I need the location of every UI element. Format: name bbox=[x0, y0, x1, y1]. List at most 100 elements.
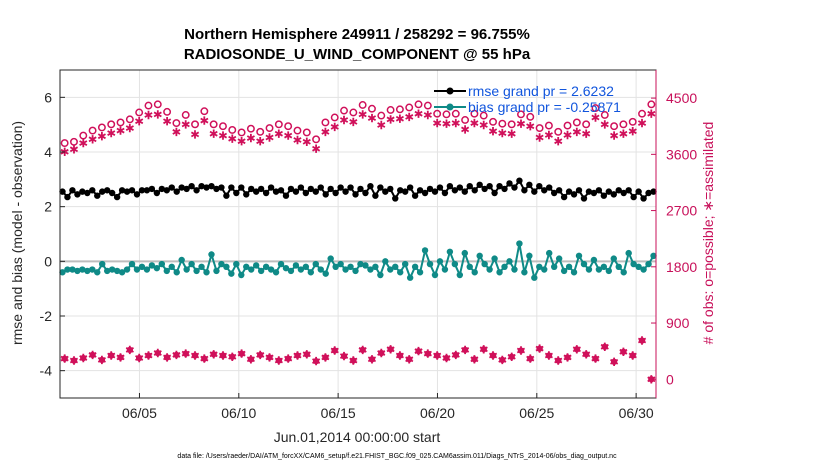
rmse-point bbox=[248, 185, 255, 193]
obs-possible-point bbox=[517, 110, 525, 119]
bias-point bbox=[218, 260, 225, 268]
bias-point bbox=[208, 251, 215, 258]
rmse-point bbox=[392, 195, 399, 202]
bias-point bbox=[153, 264, 161, 272]
bias-point bbox=[123, 266, 131, 273]
rmse-point bbox=[297, 184, 305, 191]
rmse-point bbox=[89, 187, 96, 194]
tick-layer: 06/05 06/10 06/15 06/20 06/25 06/30 -4 -2 0 2 4 6 0 9… bbox=[40, 70, 697, 421]
obs-assimilated-point bbox=[312, 144, 321, 153]
rmse-point bbox=[99, 188, 106, 195]
rmse-point bbox=[491, 189, 498, 197]
bias-point bbox=[377, 271, 384, 279]
rmse-point bbox=[625, 187, 632, 194]
obs-other-star bbox=[107, 351, 116, 360]
bias-point bbox=[416, 269, 424, 276]
bias-point bbox=[277, 260, 285, 268]
rmse-point bbox=[516, 177, 523, 184]
rmse-point bbox=[431, 188, 439, 195]
bias-point bbox=[133, 266, 141, 273]
rmse-point bbox=[287, 185, 295, 193]
bias-point bbox=[491, 255, 498, 262]
obs-other-star bbox=[116, 353, 125, 362]
bias-point bbox=[382, 258, 389, 265]
bias-point bbox=[118, 269, 126, 276]
rmse-point bbox=[307, 185, 315, 193]
obs-assimilated-point bbox=[144, 110, 153, 120]
obs-other-star bbox=[97, 355, 106, 365]
rmse-point bbox=[302, 189, 310, 197]
obs-other-star bbox=[79, 353, 88, 363]
rmse-point bbox=[555, 187, 563, 194]
rmse-point bbox=[79, 188, 86, 195]
obs-possible-point bbox=[209, 120, 218, 129]
bias-point bbox=[406, 274, 414, 281]
bias-point bbox=[282, 264, 290, 272]
rmse-point bbox=[590, 189, 598, 197]
y-tick-label-right: 1800 bbox=[666, 259, 697, 275]
obs-possible-point bbox=[135, 108, 144, 117]
obs-other-star bbox=[628, 351, 637, 360]
bias-point bbox=[511, 266, 518, 273]
rmse-point bbox=[397, 187, 404, 194]
bias-point bbox=[173, 269, 180, 276]
obs-other-star bbox=[377, 348, 386, 358]
obs-possible-point bbox=[563, 121, 572, 130]
rmse-point bbox=[64, 193, 71, 201]
rmse-point bbox=[59, 188, 66, 195]
obs-possible-point bbox=[507, 120, 516, 129]
bias-point bbox=[267, 266, 275, 273]
obs-assimilated-point bbox=[135, 117, 144, 126]
obs-possible-point bbox=[79, 131, 88, 140]
obs-assimilated-point bbox=[479, 120, 488, 130]
obs-possible-point bbox=[144, 101, 153, 110]
obs-other-star bbox=[600, 342, 609, 351]
bias-point bbox=[357, 260, 364, 268]
bias-point bbox=[103, 267, 111, 275]
bias-point bbox=[252, 262, 260, 269]
obs-assimilated-point bbox=[228, 134, 237, 143]
obs-assimilated-point bbox=[284, 131, 293, 140]
rmse-point bbox=[546, 184, 553, 191]
obs-other-star bbox=[582, 350, 591, 359]
obs-other-star bbox=[554, 356, 563, 365]
x-tick-label: 06/25 bbox=[519, 405, 554, 421]
bias-point bbox=[59, 269, 66, 276]
rmse-point bbox=[387, 185, 394, 193]
bias-point bbox=[248, 266, 255, 273]
obs-other-star bbox=[172, 350, 181, 360]
rmse-point bbox=[178, 184, 185, 191]
rmse-point bbox=[640, 195, 647, 202]
bias-point bbox=[620, 269, 627, 276]
rmse-point bbox=[600, 192, 608, 199]
bias-point bbox=[292, 262, 300, 269]
obs-assimilated-point bbox=[172, 127, 181, 137]
obs-assimilated-point bbox=[414, 109, 423, 118]
rmse-point bbox=[292, 188, 300, 195]
rmse-point bbox=[595, 187, 603, 194]
bias-point bbox=[486, 266, 493, 273]
obs-possible-point bbox=[256, 127, 265, 136]
obs-possible-point bbox=[312, 135, 321, 144]
rmse-point bbox=[262, 189, 270, 197]
obs-assimilated-point bbox=[293, 135, 302, 145]
obs-possible-point bbox=[544, 121, 553, 130]
obs-assimilated-point bbox=[526, 122, 535, 131]
obs-assimilated-point bbox=[200, 116, 209, 125]
obs-other-star bbox=[358, 345, 367, 355]
obs-assimilated-point bbox=[107, 128, 116, 138]
obs-possible-point bbox=[526, 112, 535, 121]
obs-assimilated-point bbox=[572, 127, 581, 137]
obs-possible-point bbox=[638, 109, 646, 118]
y-tick-label-left: -4 bbox=[40, 363, 53, 379]
rmse-point bbox=[158, 185, 166, 193]
rmse-point bbox=[342, 188, 349, 195]
bias-point bbox=[163, 267, 170, 275]
obs-other-star bbox=[200, 354, 209, 363]
bias-point bbox=[312, 260, 319, 268]
rmse-point bbox=[511, 184, 518, 191]
obs-assimilated-point bbox=[582, 129, 591, 138]
rmse-point bbox=[456, 184, 464, 191]
bias-point bbox=[332, 263, 339, 270]
obs-assimilated-point bbox=[516, 119, 526, 128]
